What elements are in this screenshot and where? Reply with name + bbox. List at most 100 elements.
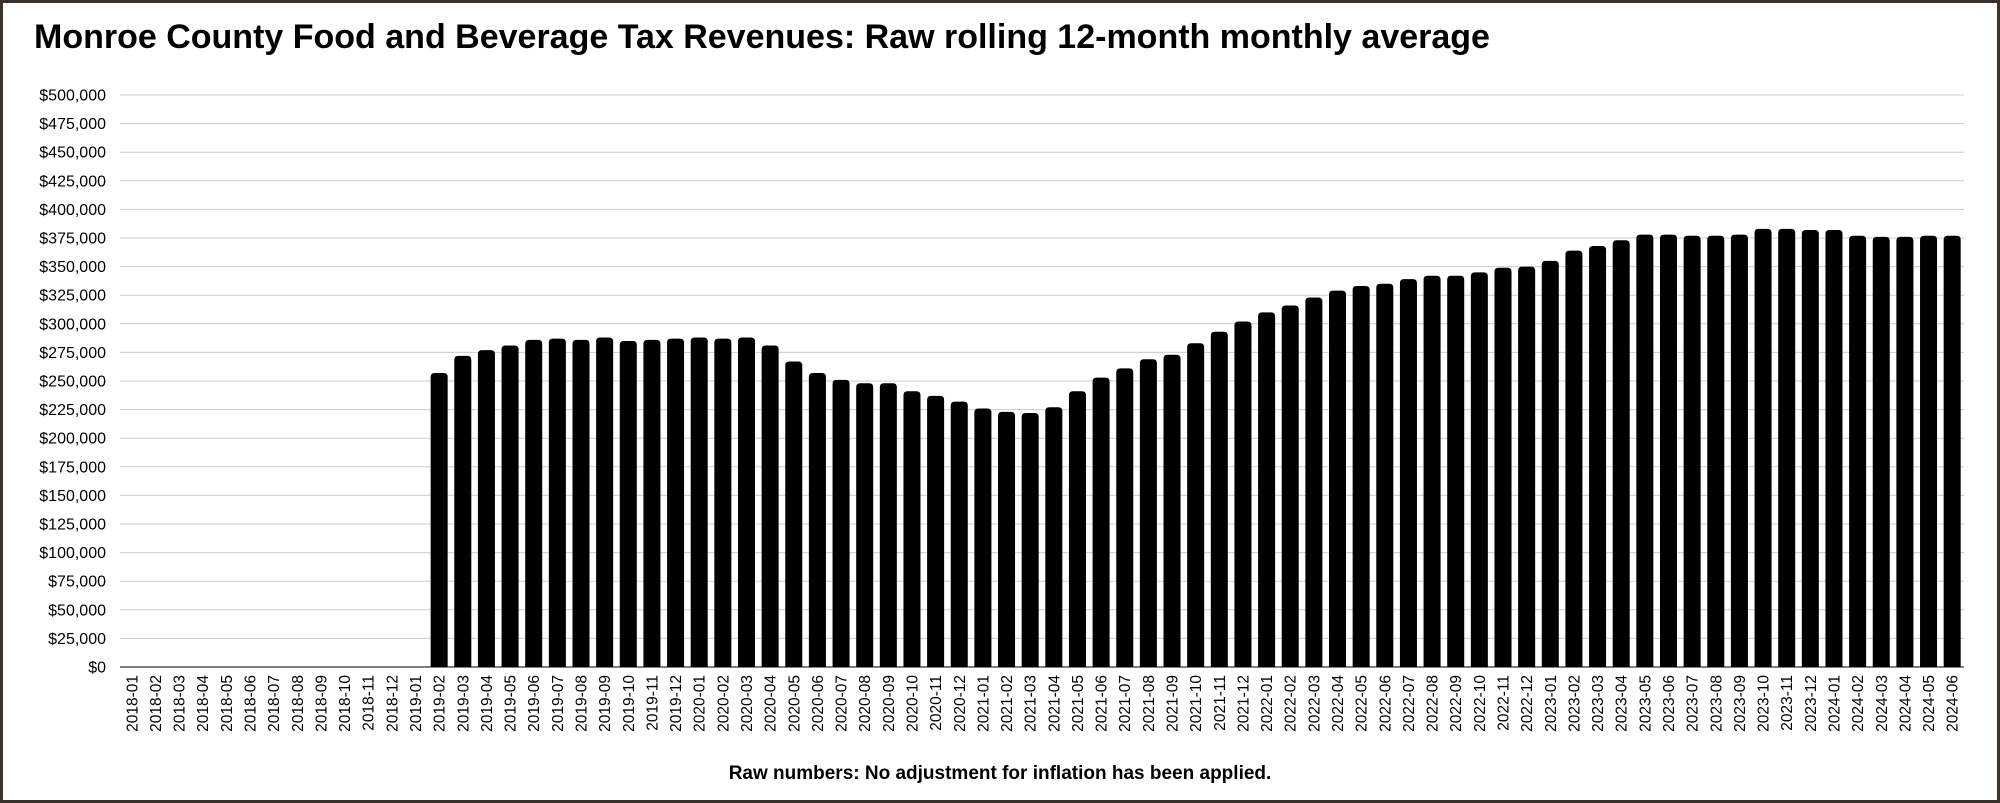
y-tick-label: $100,000 [39, 545, 106, 562]
x-tick-label: 2019-03 [455, 675, 472, 732]
bar-2020-09 [879, 383, 897, 667]
bar-2022-12 [1518, 266, 1536, 667]
bar-2021-08 [1139, 359, 1157, 667]
x-tick-label: 2018-04 [195, 675, 212, 732]
y-tick-label: $375,000 [39, 231, 106, 248]
x-tick-label: 2019-01 [408, 675, 425, 732]
bar-2022-05 [1352, 286, 1370, 667]
bar-2024-04 [1896, 236, 1914, 667]
x-tick-label: 2022-11 [1496, 675, 1513, 731]
bar-2020-10 [903, 391, 921, 667]
bar-2023-07 [1683, 235, 1701, 667]
y-tick-label: $425,000 [39, 173, 106, 190]
x-tick-label: 2018-10 [337, 675, 354, 732]
bar-2022-08 [1423, 275, 1441, 667]
bar-2021-03 [1021, 413, 1039, 667]
x-tick-label: 2023-04 [1614, 675, 1631, 732]
bar-2022-02 [1281, 305, 1299, 667]
x-tick-label: 2021-02 [999, 675, 1016, 732]
x-tick-label: 2019-06 [526, 675, 543, 732]
bar-2024-01 [1825, 229, 1843, 667]
x-tick-label: 2020-02 [715, 675, 732, 732]
x-tick-label: 2022-07 [1401, 675, 1418, 732]
x-tick-label: 2022-10 [1472, 675, 1489, 732]
bar-2022-07 [1399, 279, 1417, 667]
y-tick-label: $75,000 [48, 574, 106, 591]
bar-2024-02 [1849, 235, 1867, 667]
x-tick-label: 2023-05 [1637, 675, 1654, 732]
x-tick-label: 2023-01 [1543, 675, 1560, 732]
x-tick-label: 2022-08 [1425, 675, 1442, 732]
bar-2021-02 [998, 411, 1016, 667]
bar-2022-11 [1494, 267, 1512, 667]
x-tick-label: 2018-07 [266, 675, 283, 732]
bar-2022-06 [1376, 283, 1394, 667]
x-tick-label: 2020-03 [739, 675, 756, 732]
gridlines [120, 94, 1964, 668]
y-tick-label: $250,000 [39, 374, 106, 391]
x-tick-label: 2020-06 [810, 675, 827, 732]
y-tick-label: $0 [88, 660, 106, 677]
bar-2022-03 [1305, 297, 1323, 667]
bar-2023-03 [1589, 246, 1607, 667]
bar-2023-02 [1565, 250, 1583, 668]
y-tick-label: $225,000 [39, 402, 106, 419]
y-tick-label: $150,000 [39, 488, 106, 505]
bar-2019-05 [501, 345, 519, 667]
x-tick-label: 2024-06 [1945, 675, 1962, 732]
bar-2019-03 [454, 355, 472, 667]
x-tick-label: 2022-09 [1448, 675, 1465, 732]
bar-2019-07 [548, 338, 566, 667]
x-tick-label: 2019-07 [550, 675, 567, 732]
x-tick-label: 2023-08 [1708, 675, 1725, 732]
bar-2022-10 [1470, 272, 1488, 667]
y-tick-label: $500,000 [39, 88, 106, 105]
bar-2022-01 [1258, 312, 1276, 667]
x-tick-label: 2019-04 [479, 675, 496, 732]
y-tick-label: $300,000 [39, 316, 106, 333]
bar-2020-01 [690, 337, 708, 667]
x-tick-label: 2024-01 [1826, 675, 1843, 732]
y-axis-tick-labels: $0 $25,000 $50,000 $75,000 $100,000 $125,000 $… [39, 88, 106, 677]
x-tick-label: 2020-10 [904, 675, 921, 732]
bar-2021-05 [1068, 391, 1086, 667]
x-tick-label: 2023-02 [1566, 675, 1583, 732]
bar-2022-09 [1447, 275, 1465, 667]
bar-2021-11 [1210, 331, 1228, 667]
bar-2023-05 [1636, 234, 1654, 667]
bar-2021-07 [1116, 368, 1134, 667]
bar-2023-10 [1754, 228, 1772, 667]
x-tick-label: 2023-12 [1803, 675, 1820, 732]
bar-2020-07 [832, 379, 850, 667]
x-tick-label: 2018-03 [172, 675, 189, 732]
bar-2022-04 [1329, 290, 1347, 667]
x-tick-label: 2019-05 [503, 675, 520, 732]
bar-2019-12 [667, 338, 685, 667]
x-tick-label: 2022-04 [1330, 675, 1347, 732]
x-tick-label: 2020-04 [763, 675, 780, 732]
bar-2020-02 [714, 338, 732, 667]
bar-2021-06 [1092, 377, 1110, 667]
y-tick-label: $275,000 [39, 345, 106, 362]
x-tick-label: 2024-04 [1897, 675, 1914, 732]
x-tick-label: 2021-08 [1141, 675, 1158, 732]
bar-2024-05 [1920, 235, 1938, 667]
bar-2021-09 [1163, 354, 1181, 667]
x-tick-label: 2020-11 [928, 675, 945, 731]
bar-2023-08 [1707, 235, 1725, 667]
x-tick-label: 2020-12 [952, 675, 969, 732]
x-tick-label: 2021-03 [1023, 675, 1040, 732]
x-tick-label: 2018-05 [219, 675, 236, 732]
x-tick-label: 2022-06 [1377, 675, 1394, 732]
y-tick-label: $25,000 [48, 631, 106, 648]
x-tick-label: 2023-10 [1756, 675, 1773, 732]
x-tick-label: 2021-09 [1165, 675, 1182, 732]
x-tick-label: 2024-03 [1874, 675, 1891, 732]
bar-2019-02 [430, 372, 448, 667]
bar-2020-12 [950, 401, 968, 667]
y-tick-label: $200,000 [39, 431, 106, 448]
x-tick-label: 2021-10 [1188, 675, 1205, 732]
x-tick-label: 2018-08 [290, 675, 307, 732]
bar-2020-04 [761, 345, 779, 667]
x-tick-label: 2019-02 [432, 675, 449, 732]
